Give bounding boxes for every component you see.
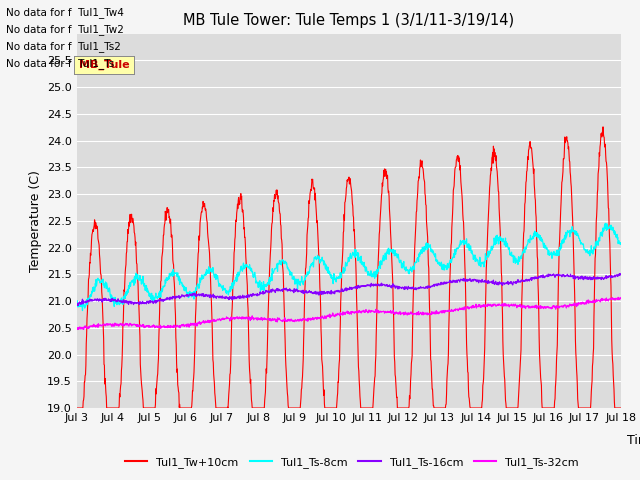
Text: No data for f  Tul1_Ts2: No data for f Tul1_Ts2	[6, 41, 121, 52]
Text: No data for f  Tul1_Tw4: No data for f Tul1_Tw4	[6, 7, 124, 18]
Text: No data for f  Tul1_Tw2: No data for f Tul1_Tw2	[6, 24, 124, 35]
Text: No data for f  Tul1_Ts: No data for f Tul1_Ts	[6, 58, 115, 69]
Y-axis label: Temperature (C): Temperature (C)	[29, 170, 42, 272]
Title: MB Tule Tower: Tule Temps 1 (3/1/11-3/19/14): MB Tule Tower: Tule Temps 1 (3/1/11-3/19…	[183, 13, 515, 28]
Text: MB_Tule: MB_Tule	[79, 60, 129, 71]
X-axis label: Time: Time	[627, 434, 640, 447]
Legend: Tul1_Tw+10cm, Tul1_Ts-8cm, Tul1_Ts-16cm, Tul1_Ts-32cm: Tul1_Tw+10cm, Tul1_Ts-8cm, Tul1_Ts-16cm,…	[121, 452, 583, 472]
